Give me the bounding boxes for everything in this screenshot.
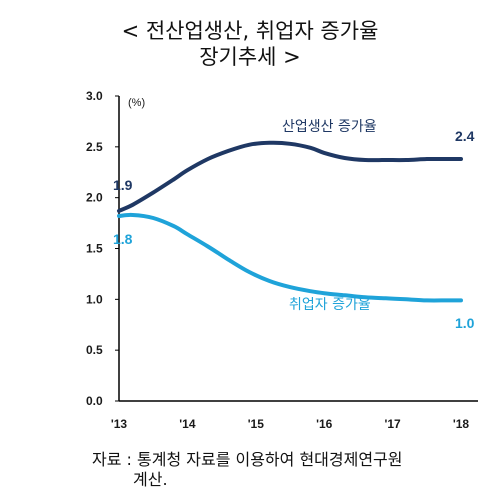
x-tick-label: '14 <box>179 417 196 431</box>
series-group <box>117 140 463 303</box>
series-start-value-label: 1.9 <box>113 177 133 193</box>
series-end-value-label: 2.4 <box>455 128 475 144</box>
source-note-line1: 자료 : 통계청 자료를 이용하여 현대경제연구원 <box>92 450 403 469</box>
series-line-1 <box>117 212 463 303</box>
x-tick-label: '17 <box>384 417 401 431</box>
series-name-label: 취업자 증가율 <box>289 297 371 313</box>
y-tick-group: 0.0 0.5 1.0 1.5 2.0 2.5 3.0 <box>86 89 119 408</box>
series-name-label: 산업생산 증가율 <box>282 119 377 135</box>
chart-title-line2: 장기추세 > <box>199 45 301 69</box>
x-tick-label: '18 <box>453 417 470 431</box>
y-tick-label: 1.5 <box>86 242 103 256</box>
x-tick-group: '13 '14 '15 '16 '17 '18 <box>111 417 470 431</box>
x-tick-label: '15 <box>248 417 265 431</box>
y-tick-label: 1.0 <box>86 292 103 306</box>
y-tick-label: 2.5 <box>86 140 103 154</box>
y-unit-label: (%) <box>128 97 145 109</box>
y-tick-label: 2.0 <box>86 191 103 205</box>
y-tick-label: 0.5 <box>86 343 103 357</box>
series-end-value-label: 1.0 <box>455 315 475 331</box>
x-tick-label: '13 <box>111 417 128 431</box>
chart-title-line1: < 전산업생산, 취업자 증가율 <box>121 19 379 43</box>
series-start-value-label: 1.8 <box>113 231 133 247</box>
source-note-line2: 계산. <box>133 470 168 489</box>
x-tick-label: '16 <box>316 417 333 431</box>
y-tick-label: 0.0 <box>86 394 103 408</box>
series-line-0 <box>117 140 463 213</box>
y-tick-label: 3.0 <box>86 89 103 103</box>
